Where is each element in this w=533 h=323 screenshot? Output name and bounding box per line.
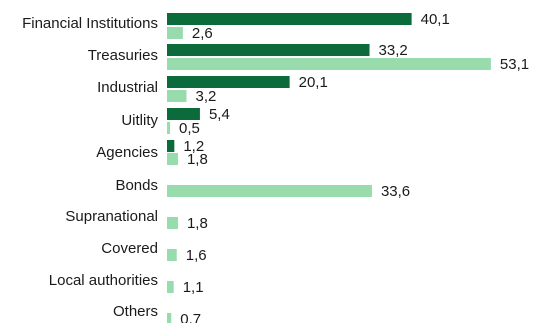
category-label-financial-institutions: Financial Institutions [22,15,158,32]
bar-series2-industrial [167,90,187,102]
value-label-series2-covered: 1,6 [186,247,207,264]
bar-series1-financial-institutions [167,13,412,25]
category-label-agencies: Agencies [96,144,158,161]
value-label-series2-uitlity: 0,5 [179,120,200,137]
value-label-series2-supranational: 1,8 [187,215,208,232]
category-label-others: Others [113,303,158,320]
bar-series2-others [167,313,172,323]
value-label-series2-others: 0,7 [180,311,201,323]
bar-series2-financial-institutions [167,27,183,39]
bar-series2-supranational [167,217,178,229]
value-label-series2-local-authorities: 1,1 [183,279,204,296]
value-label-series1-agencies: 1,2 [183,138,204,155]
value-label-series2-treasuries: 53,1 [500,56,529,73]
category-label-covered: Covered [101,240,158,257]
value-label-series2-financial-institutions: 2,6 [192,25,213,42]
category-label-uitlity: Uitlity [121,112,158,129]
category-label-industrial: Industrial [97,79,158,96]
value-label-series1-industrial: 20,1 [299,74,328,91]
value-label-series2-agencies: 1,8 [187,151,208,168]
category-label-local-authorities: Local authorities [49,272,158,289]
bars [167,13,491,323]
category-labels: Financial Institutions Treasuries Industri… [22,15,158,320]
value-label-series1-uitlity: 5,4 [209,106,230,123]
bar-series1-industrial [167,76,290,88]
bar-series2-local-authorities [167,281,174,293]
value-label-series2-industrial: 3,2 [196,88,217,105]
value-label-series1-financial-institutions: 40,1 [421,11,450,28]
category-label-supranational: Supranational [65,208,158,225]
bar-series1-uitlity [167,108,200,120]
value-label-series1-treasuries: 33,2 [379,42,408,59]
value-labels: 40,1 33,2 20,1 5,4 1,2 2,6 53,1 3,2 0,5 1,8 33,6 1,… [179,11,529,323]
bar-series1-agencies [167,140,175,152]
value-label-series2-bonds: 33,6 [381,183,410,200]
category-label-treasuries: Treasuries [88,47,158,64]
bar-series2-covered [167,249,177,261]
bar-series2-uitlity [167,122,171,134]
category-label-bonds: Bonds [115,177,158,194]
bar-series1-treasuries [167,44,370,56]
bar-series2-treasuries [167,58,491,70]
bar-series2-agencies [167,153,178,165]
bar-series2-bonds [167,185,372,197]
